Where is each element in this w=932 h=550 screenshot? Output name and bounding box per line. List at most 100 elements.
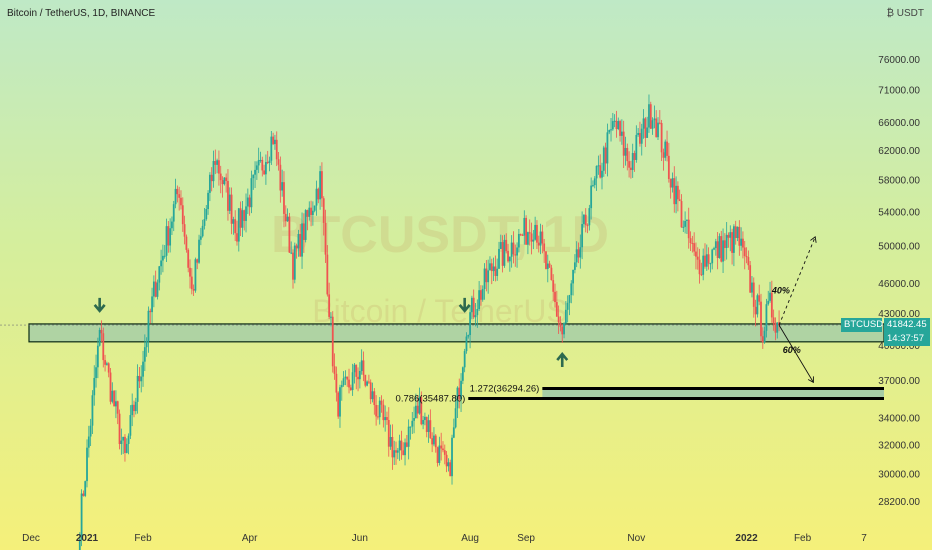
candle-body [454, 408, 457, 428]
candle-body [261, 159, 264, 171]
candle-body [131, 404, 134, 416]
candle-body [89, 425, 92, 437]
candle-body [409, 426, 412, 428]
candle-body [232, 219, 235, 224]
candle-body [651, 120, 654, 129]
candle-body [604, 147, 607, 164]
candle-body [286, 216, 289, 222]
candle-body [396, 450, 399, 453]
x-tick-label: Jun [352, 533, 368, 544]
candle-body [207, 192, 209, 210]
candle-body [577, 249, 580, 258]
candle-body [174, 188, 177, 205]
candle-body [208, 174, 211, 193]
candle-body [606, 132, 609, 164]
candle-body [590, 185, 593, 209]
candle-body [751, 282, 753, 293]
candle-body [541, 231, 544, 244]
candle-body [646, 127, 649, 138]
candle-body [440, 445, 443, 449]
candle-body [653, 118, 656, 121]
candle-body [364, 374, 367, 386]
candle-body [657, 122, 659, 138]
candle-body [442, 448, 444, 451]
candle-body [470, 297, 473, 313]
candle-body [673, 178, 676, 205]
candle-body [418, 396, 421, 414]
candle-body [485, 268, 488, 283]
candle-body [628, 161, 630, 168]
candle-body [523, 217, 526, 236]
candle-body [105, 363, 108, 365]
price-axis[interactable]: 28200.00 30000.00 32000.00 34000.00 37000.00… [878, 55, 920, 508]
candle-body [422, 419, 425, 425]
candle-body [330, 316, 332, 318]
candle-body [778, 322, 780, 326]
candle-body [458, 387, 461, 400]
candle-body [386, 417, 388, 420]
candle-body [615, 120, 618, 129]
candle-body [169, 228, 172, 246]
time-axis[interactable]: Dec 2021 Feb Apr Jun Aug Sep Nov 2022 Feb 7 [22, 533, 867, 544]
candle-body [223, 177, 226, 185]
candle-body [734, 226, 737, 238]
y-tick-label: 66000.00 [878, 118, 920, 129]
candle-body [532, 239, 535, 242]
candle-body [218, 160, 220, 174]
candle-body [693, 243, 696, 252]
candle-body [331, 316, 334, 367]
watermark-name: Bitcoin / TetherUS [312, 293, 568, 329]
candle-body [134, 401, 137, 412]
candle-body [586, 225, 589, 227]
candle-body [630, 167, 632, 170]
candle-body [337, 392, 340, 417]
y-tick-label: 40000.00 [878, 341, 920, 352]
candle-body [738, 226, 741, 246]
candle-body [747, 257, 750, 266]
candle-body [315, 188, 318, 206]
candle-body [180, 197, 182, 206]
candle-body [592, 185, 594, 187]
candle-body [424, 416, 426, 420]
candle-body [465, 336, 468, 352]
x-tick-label: Sep [517, 533, 535, 544]
candle-body [763, 330, 766, 343]
candle-body [387, 419, 390, 447]
candle-body [660, 123, 663, 153]
candle-body [447, 462, 450, 467]
candle-body [501, 242, 504, 266]
candle-body [705, 254, 708, 267]
candle-body [369, 382, 372, 400]
candle-body [637, 132, 640, 135]
candle-body [172, 204, 175, 222]
candle-body [196, 259, 199, 263]
candle-body [293, 245, 296, 280]
candle-body [434, 435, 437, 448]
candle-body [588, 208, 591, 226]
candle-body [667, 155, 670, 179]
y-tick-label: 71000.00 [878, 85, 920, 96]
candle-body [308, 207, 311, 217]
candle-body [727, 234, 730, 238]
candle-body [143, 347, 146, 362]
candle-body [729, 232, 732, 238]
candles [78, 94, 780, 550]
candle-body [461, 367, 464, 381]
candle-body [711, 249, 714, 264]
candle-body [476, 308, 479, 316]
candle-body [404, 442, 406, 456]
candle-body [353, 364, 356, 373]
candle-body [508, 256, 511, 262]
candle-body [178, 194, 181, 198]
candle-body [360, 360, 363, 372]
label-40-percent: 40% [771, 286, 790, 296]
candle-body [626, 147, 629, 162]
candle-body [340, 385, 343, 388]
candle-body [709, 263, 712, 265]
candle-body [534, 224, 537, 240]
y-tick-label: 43000.00 [878, 309, 920, 320]
candle-body [295, 245, 298, 249]
candle-body [517, 233, 520, 248]
candle-body [736, 226, 739, 238]
